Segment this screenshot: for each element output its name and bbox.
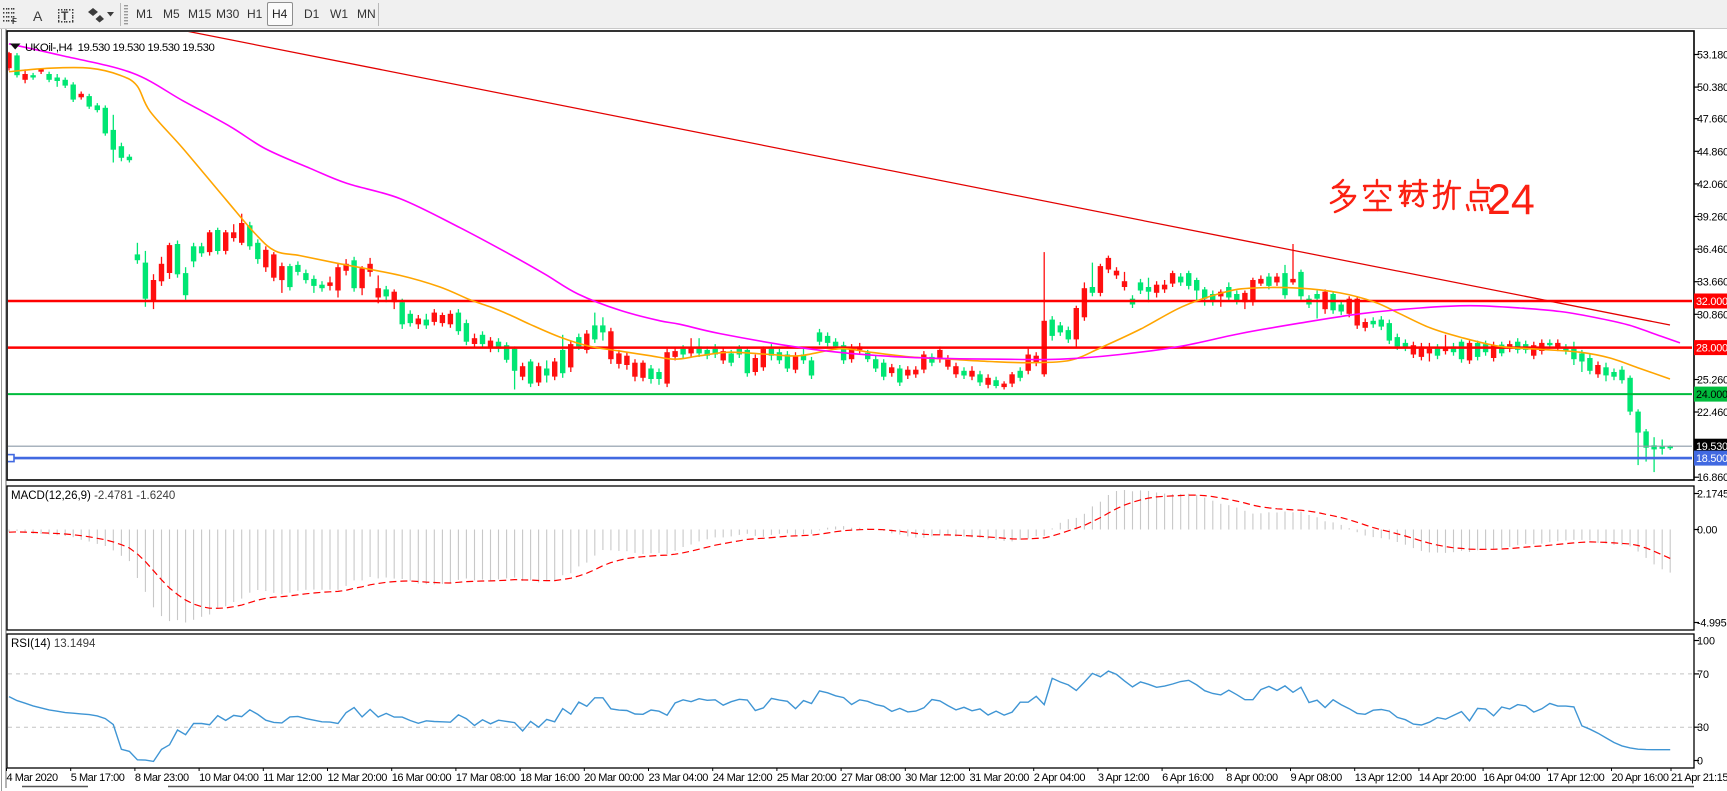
svg-text:RSI(14) 13.1494: RSI(14) 13.1494 <box>11 638 96 650</box>
svg-text:13 Apr 12:00: 13 Apr 12:00 <box>1355 772 1412 784</box>
svg-text:4 Mar 2020: 4 Mar 2020 <box>7 772 58 784</box>
svg-text:44.860: 44.860 <box>1697 146 1727 158</box>
svg-text:30 Mar 12:00: 30 Mar 12:00 <box>905 772 965 784</box>
svg-text:39.260: 39.260 <box>1697 212 1727 224</box>
svg-text:F: F <box>12 17 17 26</box>
svg-text:25 Mar 20:00: 25 Mar 20:00 <box>777 772 837 784</box>
svg-text:24: 24 <box>1487 176 1535 224</box>
svg-text:6 Apr 16:00: 6 Apr 16:00 <box>1162 772 1214 784</box>
svg-text:8 Apr 00:00: 8 Apr 00:00 <box>1226 772 1278 784</box>
svg-text:28.000: 28.000 <box>1696 343 1727 355</box>
svg-text:16 Apr 04:00: 16 Apr 04:00 <box>1483 772 1540 784</box>
svg-text:33.660: 33.660 <box>1697 277 1727 289</box>
svg-text:32.000: 32.000 <box>1696 296 1727 308</box>
svg-text:70: 70 <box>1697 669 1709 681</box>
svg-text:0.00: 0.00 <box>1697 525 1717 537</box>
svg-text:18 Mar 16:00: 18 Mar 16:00 <box>520 772 580 784</box>
svg-text:17 Mar 08:00: 17 Mar 08:00 <box>456 772 516 784</box>
svg-text:19.530: 19.530 <box>1696 441 1727 453</box>
svg-text:14 Apr 20:00: 14 Apr 20:00 <box>1419 772 1476 784</box>
svg-text:11 Mar 12:00: 11 Mar 12:00 <box>263 772 322 784</box>
svg-text:16.860: 16.860 <box>1697 472 1727 484</box>
svg-text:27 Mar 08:00: 27 Mar 08:00 <box>841 772 901 784</box>
svg-text:100: 100 <box>1697 636 1715 648</box>
svg-text:MACD(12,26,9) -2.4781 -1.6240: MACD(12,26,9) -2.4781 -1.6240 <box>11 490 175 502</box>
svg-text:36.460: 36.460 <box>1697 244 1727 256</box>
svg-text:UKOil-,H4 19.530 19.530 19.53: UKOil-,H4 19.530 19.530 19.530 19.530 <box>25 42 214 54</box>
svg-text:12 Mar 20:00: 12 Mar 20:00 <box>328 772 388 784</box>
svg-text:30.860: 30.860 <box>1697 309 1727 321</box>
svg-text:30: 30 <box>1697 722 1709 734</box>
svg-text:23 Mar 04:00: 23 Mar 04:00 <box>649 772 709 784</box>
svg-text:0: 0 <box>1697 756 1703 768</box>
svg-text:T: T <box>61 9 69 23</box>
svg-text:9 Apr 08:00: 9 Apr 08:00 <box>1291 772 1343 784</box>
svg-text:47.660: 47.660 <box>1697 114 1727 126</box>
svg-text:-4.9955: -4.9955 <box>1697 618 1727 630</box>
svg-text:17 Apr 12:00: 17 Apr 12:00 <box>1547 772 1604 784</box>
svg-text:31 Mar 20:00: 31 Mar 20:00 <box>970 772 1030 784</box>
svg-text:2 Apr 04:00: 2 Apr 04:00 <box>1034 772 1086 784</box>
svg-text:25.260: 25.260 <box>1697 375 1727 387</box>
svg-text:50.380: 50.380 <box>1697 82 1727 94</box>
svg-text:3 Apr 12:00: 3 Apr 12:00 <box>1098 772 1150 784</box>
svg-text:24.000: 24.000 <box>1696 389 1727 401</box>
svg-text:5 Mar 17:00: 5 Mar 17:00 <box>71 772 125 784</box>
svg-text:53.180: 53.180 <box>1697 50 1727 62</box>
svg-text:16 Mar 00:00: 16 Mar 00:00 <box>392 772 452 784</box>
svg-text:22.460: 22.460 <box>1697 407 1727 419</box>
svg-text:24 Mar 12:00: 24 Mar 12:00 <box>713 772 773 784</box>
svg-text:A: A <box>33 8 43 24</box>
svg-text:20 Mar 00:00: 20 Mar 00:00 <box>584 772 644 784</box>
svg-text:21 Apr 21:15: 21 Apr 21:15 <box>1671 772 1727 784</box>
svg-text:2.1745: 2.1745 <box>1697 489 1727 501</box>
svg-text:18.500: 18.500 <box>1696 453 1727 465</box>
svg-text:20 Apr 16:00: 20 Apr 16:00 <box>1612 772 1669 784</box>
svg-text:10 Mar 04:00: 10 Mar 04:00 <box>199 772 259 784</box>
svg-text:42.060: 42.060 <box>1697 179 1727 191</box>
svg-text:8 Mar 23:00: 8 Mar 23:00 <box>135 772 189 784</box>
